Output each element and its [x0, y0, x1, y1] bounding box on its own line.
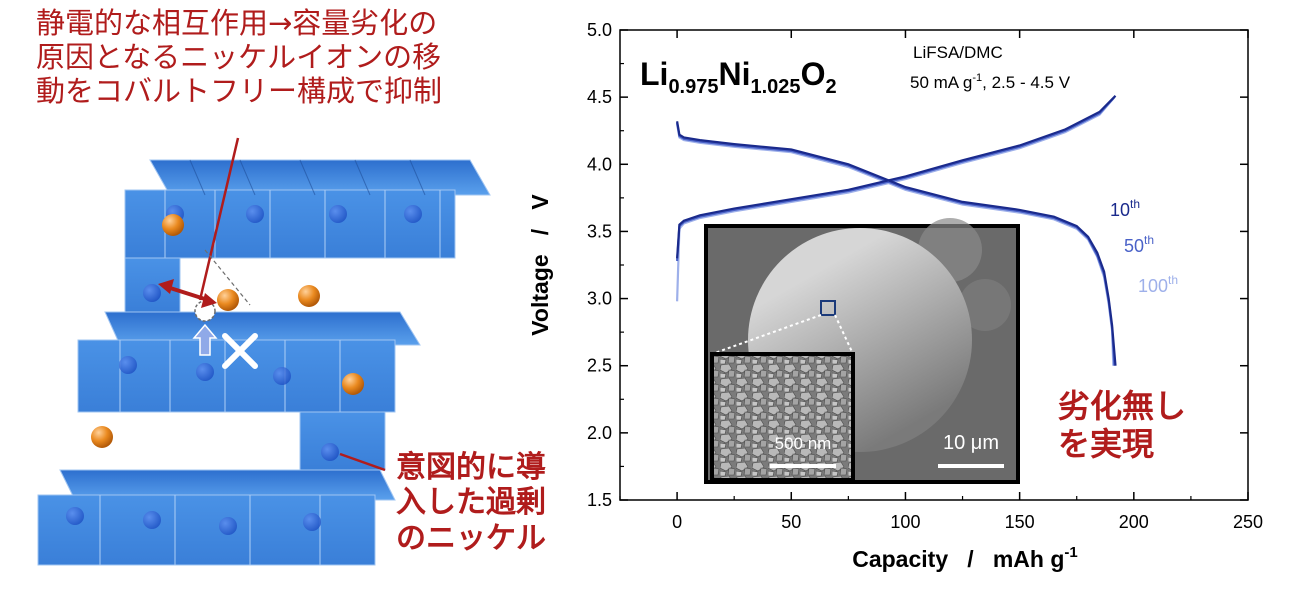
y-axis-quantity: Voltage [527, 254, 553, 335]
y-tick-label: 3.0 [587, 289, 612, 309]
y-axis-unit: V [527, 194, 553, 210]
zoom-region-marker [820, 300, 836, 316]
formula-o: O [801, 56, 826, 92]
x-tick-label: 150 [1005, 512, 1035, 532]
scale-bar-large-label: 10 μm [943, 432, 999, 454]
caption-line: のニッケル [396, 520, 546, 556]
double-arrow-icon [158, 279, 217, 308]
excess-nickel-caption: 意図的に導 入した過剰 のニッケル [396, 450, 546, 556]
x-tick-label: 0 [672, 512, 682, 532]
result-caption: 劣化無し を実現 [1058, 387, 1187, 464]
rate-pre: 50 mA g [910, 73, 972, 92]
crystal-structure-illustration [37, 137, 491, 566]
y-tick-label: 1.5 [587, 490, 612, 510]
scale-bar-small-label: 500 nm [775, 434, 832, 453]
octahedra-layer-2 [77, 311, 421, 413]
series-label-100: 100th [1138, 273, 1178, 296]
y-tick-label: 2.5 [587, 356, 612, 376]
series-curves [676, 95, 1117, 366]
rate-post: , 2.5 - 4.5 V [982, 73, 1071, 92]
electrolyte-label: LiFSA/DMC [913, 43, 1003, 62]
y-tick-label: 2.0 [587, 423, 612, 443]
sem-zoom-inset [710, 352, 855, 482]
series-label-suffix: th [1168, 273, 1178, 287]
mechanism-caption: 静電的な相互作用→容量劣化の 原因となるニッケルイオンの移 動をコバルトフリー構… [36, 6, 536, 109]
series-10-charge-line [676, 95, 1117, 259]
cross-icon [222, 333, 258, 369]
x-axis-quantity: Capacity [852, 546, 948, 572]
formula-li-sub: 0.975 [668, 76, 718, 98]
lithium-ions [91, 214, 364, 448]
rate-sup: -1 [972, 72, 982, 84]
formula-ni-sub: 1.025 [751, 76, 801, 98]
sem-inset: 500 nm 10 μm [704, 218, 1020, 484]
caption-line: 静電的な相互作用→容量劣化の [36, 6, 438, 40]
axis-ticks [619, 29, 1249, 501]
y-tick-label: 5.0 [587, 20, 612, 40]
caption-pointer-line [198, 137, 240, 301]
octahedra-layer-3 [37, 469, 396, 566]
x-axis-unit-sup: -1 [1064, 544, 1077, 561]
series-label-50: 50th [1124, 233, 1154, 256]
formula-li: Li [640, 56, 668, 92]
y-axis-label: Voltage / V [527, 194, 553, 336]
x-tick-label: 200 [1119, 512, 1149, 532]
octahedra-layer-1 [124, 159, 491, 259]
series-label-10: 10th [1110, 197, 1140, 220]
y-tick-label: 3.5 [587, 221, 612, 241]
formula-ni: Ni [719, 56, 751, 92]
series-10-discharge-line [676, 121, 1117, 366]
series-label-number: 100 [1138, 276, 1168, 296]
caption-line: 原因となるニッケルイオンの移 [36, 40, 442, 75]
x-tick-label: 50 [781, 512, 801, 532]
caption-line: 動をコバルトフリー構成で抑制 [36, 74, 443, 109]
y-tick-label: 4.5 [587, 87, 612, 107]
x-tick-label: 250 [1233, 512, 1263, 532]
rate-label: 50 mA g-1, 2.5 - 4.5 V [910, 72, 1071, 92]
series-label-number: 10 [1110, 200, 1130, 220]
caption-line: を実現 [1058, 424, 1155, 463]
series-label-suffix: th [1144, 233, 1154, 247]
caption-line: 意図的に導 [396, 450, 546, 485]
formula-o-sub: 2 [825, 76, 836, 98]
caption-line: 入した過剰 [396, 485, 546, 521]
x-axis-label: Capacity / mAh g-1 [852, 544, 1078, 572]
series-label-number: 50 [1124, 236, 1144, 256]
x-tick-label: 100 [890, 512, 920, 532]
up-arrow-icon [192, 323, 218, 356]
series-label-suffix: th [1130, 197, 1140, 211]
excess-nickel-pointer [339, 452, 386, 472]
formula-label: Li0.975Ni1.025O2 [640, 56, 837, 98]
caption-line: 劣化無し [1058, 387, 1187, 425]
x-axis-unit: mAh g [993, 546, 1065, 572]
y-tick-label: 4.0 [587, 154, 612, 174]
